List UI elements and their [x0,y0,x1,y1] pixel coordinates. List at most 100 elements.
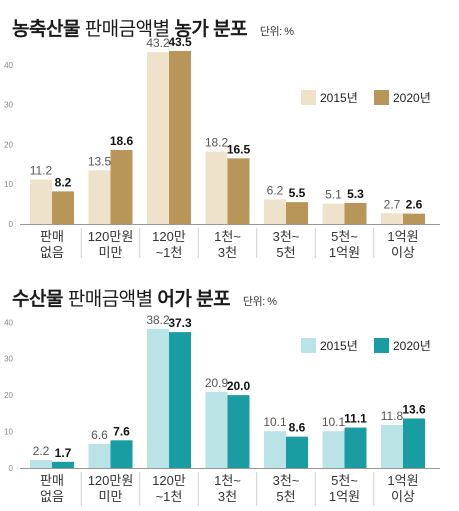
category-label-1-1-0: 120만원 [88,229,134,244]
value-label-1-0-3: 18.2 [205,136,229,150]
bar-2-1-2 [169,332,191,468]
category-label-1-2-0: 120만 [152,229,186,244]
value-label-1-0-6: 2.7 [384,197,401,211]
category-label-2-4-1: 5천 [276,489,295,504]
category-label-1-0-0: 판매 [40,229,64,244]
chart-title-2: 수산물 판매금액별 어가 분포 단위: % [12,284,277,311]
legend-swatch-2-1 [374,338,389,353]
chart-panel-2: 수산물 판매금액별 어가 분포 단위: % 0 10 20 30 40 2.2 1.7 판매 없… [0,258,459,511]
bar-1-1-3 [227,158,250,224]
value-label-2-1-4: 8.6 [289,421,306,435]
y-tick-label-2-1: 10 [4,428,13,437]
value-label-2-0-6: 11.8 [381,409,404,423]
category-label-2-5-0: 5천~ [331,473,358,488]
category-label-1-6-1: 이상 [391,245,415,258]
category-label-2-3-0: 1천~ [214,473,241,488]
category-label-1-6-0: 1억원 [387,229,418,244]
value-label-1-1-2: 43.5 [168,35,192,49]
chart-title-1-part-1: 농축산물 [12,19,80,40]
bar-2-0-6 [381,425,403,468]
bar-1-0-0 [30,179,52,224]
bar-1-1-2 [169,50,191,224]
category-label-2-6-1: 이상 [391,489,415,504]
y-tick-label-1-1: 10 [4,180,13,189]
value-label-2-1-1: 7.6 [113,424,130,438]
value-label-2-0-0: 2.2 [33,444,50,458]
y-tick-label-2-2: 20 [4,391,13,400]
chart-title-1-part-3: 농가 분포 [174,19,248,40]
category-label-1-5-0: 5천~ [331,229,358,244]
value-label-1-1-4: 5.5 [289,186,306,200]
chart-title-1: 농축산물 판매금액별 농가 분포 단위: % [12,14,294,41]
legend-swatch-1-0 [301,90,316,105]
bar-2-0-0 [30,459,52,468]
value-label-1-0-1: 13.5 [88,154,112,168]
legend-label-2-1: 2020년 [393,339,431,353]
bar-2-0-5 [322,431,345,468]
value-label-2-1-5: 11.1 [344,412,367,426]
value-label-1-1-0: 8.2 [55,175,72,189]
chart-title-2-part-3: 어가 분포 [157,289,231,310]
category-label-2-6-0: 1억원 [387,473,418,488]
value-label-2-1-0: 1.7 [55,446,72,460]
category-label-1-4-0: 3천~ [273,229,300,244]
bar-1-1-0 [52,191,74,224]
y-tick-label-2-0: 0 [9,464,14,473]
category-label-2-0-0: 판매 [40,473,64,488]
bar-1-0-6 [381,213,403,224]
category-label-1-2-1: ~1천 [156,245,183,258]
bar-2-0-4 [264,431,286,468]
bar-2-0-1 [88,443,111,468]
value-label-2-0-4: 10.1 [263,415,287,429]
y-tick-label-1-3: 30 [4,101,13,110]
value-label-1-1-5: 5.3 [347,187,364,201]
value-label-2-0-1: 6.6 [91,428,108,442]
category-label-1-4-1: 5천 [276,245,295,258]
bar-1-0-1 [88,170,111,224]
value-label-2-0-3: 20.9 [205,376,229,390]
bar-2-1-1 [110,440,133,468]
legend-swatch-2-0 [301,338,316,353]
category-label-2-5-1: 1억원 [329,489,360,504]
bar-1-1-6 [403,213,425,224]
value-label-1-1-3: 16.5 [227,142,251,156]
bar-1-0-4 [264,199,286,224]
chart-title-2-part-1: 수산물 [12,289,63,310]
bar-2-1-5 [344,427,367,468]
category-label-1-3-1: 3천 [218,245,237,258]
bar-2-1-0 [52,461,74,468]
bar-1-1-4 [286,202,308,224]
chart-title-2-part-2: 판매금액별 [67,289,153,310]
category-label-2-0-1: 없음 [40,489,64,504]
legend-label-2-0: 2015년 [320,339,358,353]
value-label-1-0-2: 43.2 [146,36,170,50]
bar-1-1-1 [110,150,133,224]
bar-1-0-2 [147,52,169,224]
category-label-1-5-1: 1억원 [329,245,360,258]
bar-2-0-2 [147,328,169,468]
category-label-1-0-1: 없음 [40,245,64,258]
legend-label-1-1: 2020년 [393,91,431,105]
legend-label-1-0: 2015년 [320,91,358,105]
category-label-2-3-1: 3천 [218,489,237,504]
category-label-1-3-0: 1천~ [214,229,241,244]
category-label-2-1-1: 미만 [99,489,123,504]
bar-1-1-5 [344,202,367,224]
category-label-2-2-1: ~1천 [156,489,183,504]
value-label-2-1-2: 37.3 [168,316,192,330]
bar-1-0-3 [205,151,228,224]
category-label-2-2-0: 120만 [152,473,186,488]
bar-2-1-4 [286,436,308,468]
value-label-1-0-0: 11.2 [30,163,53,177]
bar-2-1-3 [227,395,250,468]
value-label-1-0-5: 5.1 [325,188,342,202]
y-tick-label-2-4: 40 [4,318,13,327]
legend-swatch-1-1 [374,90,389,105]
bar-2-1-6 [403,418,425,468]
y-tick-label-1-2: 20 [4,140,13,149]
chart-panel-1: 농축산물 판매금액별 농가 분포 단위: % 0 10 20 30 40 11.2 8.2 판… [4,14,440,258]
chart-unit-1: 단위: % [259,26,294,38]
chart-title-1-part-2: 판매금액별 [84,19,170,40]
